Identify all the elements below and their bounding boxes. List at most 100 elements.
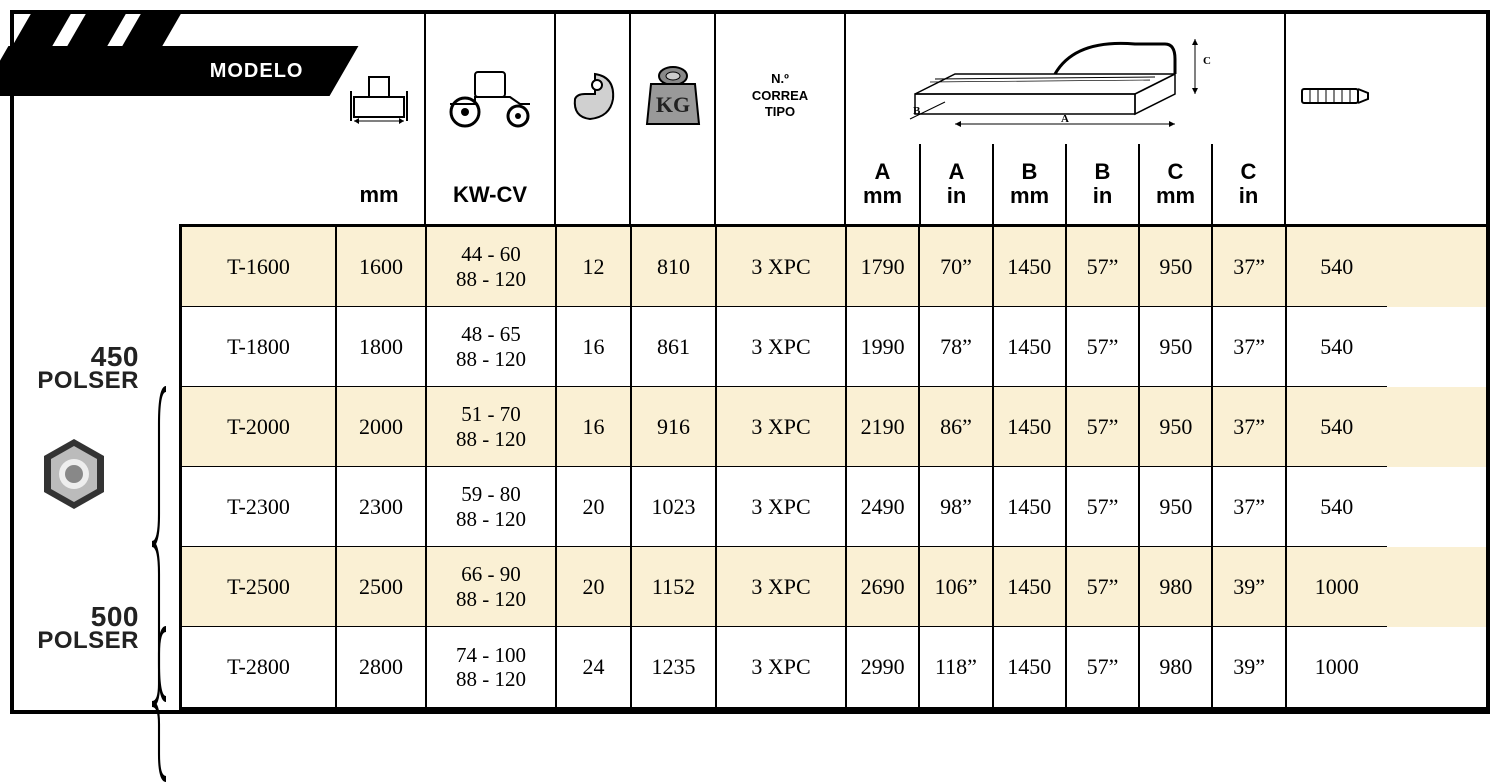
col-header-correa: N.º CORREA TIPO (714, 14, 844, 224)
cell-B-mm: 1450 (994, 227, 1067, 307)
cell-kw: 44 - 6088 - 120 (427, 227, 557, 307)
cell-A-mm: 2690 (847, 547, 920, 627)
cell-kg: 810 (632, 227, 717, 307)
cell-mm: 1800 (337, 307, 427, 387)
table-row: T-2300230059 - 8088 - 1202010233 XPC2490… (182, 467, 1486, 547)
table-body-wrap: 450 POLSER 500 POLSER (14, 224, 1486, 710)
mm-label: mm (359, 178, 398, 216)
cell-C-in: 37” (1213, 387, 1286, 467)
cell-pto: 540 (1287, 307, 1387, 387)
cell-mm: 2500 (337, 547, 427, 627)
cell-B-mm: 1450 (994, 547, 1067, 627)
cell-B-in: 57” (1067, 227, 1140, 307)
cell-kw: 66 - 9088 - 120 (427, 547, 557, 627)
cell-hammers: 16 (557, 387, 632, 467)
data-table: T-1600160044 - 6088 - 120128103 XPC17907… (179, 224, 1486, 710)
diagram-A: A (1061, 113, 1069, 125)
cell-A-in: 106” (920, 547, 993, 627)
tractor-icon (426, 14, 554, 178)
cell-correa: 3 XPC (717, 307, 847, 387)
col-header-weight: KG (629, 14, 714, 224)
col-header-width: mm (334, 14, 424, 224)
series-450-label: 450 POLSER (37, 344, 139, 391)
cell-hammers: 24 (557, 627, 632, 707)
series-sidebar: 450 POLSER 500 POLSER (14, 224, 179, 710)
cell-C-in: 37” (1213, 307, 1286, 387)
cell-C-in: 37” (1213, 227, 1286, 307)
cell-kg: 1235 (632, 627, 717, 707)
cell-kg: 1023 (632, 467, 717, 547)
cell-pto: 1000 (1287, 547, 1387, 627)
kg-label (669, 178, 675, 216)
correa-l2: CORREA (752, 88, 808, 105)
cell-A-mm: 1790 (847, 227, 920, 307)
cell-C-mm: 950 (1140, 307, 1213, 387)
cell-B-in: 57” (1067, 547, 1140, 627)
pto-label (1332, 178, 1338, 216)
sub-A-in: Ain (919, 144, 992, 224)
cell-pto: 540 (1287, 387, 1387, 467)
cell-kg: 861 (632, 307, 717, 387)
cell-C-mm: 980 (1140, 547, 1213, 627)
cell-pto: 540 (1287, 467, 1387, 547)
kw-cv-label: KW-CV (453, 178, 527, 216)
cell-B-mm: 1450 (994, 627, 1067, 707)
cell-kg: 1152 (632, 547, 717, 627)
cell-B-in: 57” (1067, 467, 1140, 547)
sub-B-mm: Bmm (992, 144, 1065, 224)
cell-model: T-1600 (182, 227, 337, 307)
sub-C-in: Cin (1211, 144, 1284, 224)
cell-mm: 1600 (337, 227, 427, 307)
table-row: T-1600160044 - 6088 - 120128103 XPC17907… (182, 227, 1486, 307)
cell-A-in: 98” (920, 467, 993, 547)
cell-A-mm: 2190 (847, 387, 920, 467)
cell-hammers: 16 (557, 307, 632, 387)
cell-model: T-2300 (182, 467, 337, 547)
table-header: MODELO mm (14, 14, 1486, 224)
cell-C-mm: 950 (1140, 227, 1213, 307)
cell-A-in: 70” (920, 227, 993, 307)
series-500-label: 500 POLSER (37, 604, 139, 651)
table-row: T-2800280074 - 10088 - 1202412353 XPC299… (182, 627, 1486, 707)
hammer-icon (556, 14, 629, 178)
cell-hammers: 20 (557, 467, 632, 547)
cell-model: T-2800 (182, 627, 337, 707)
cell-kw: 74 - 10088 - 120 (427, 627, 557, 707)
col-header-dimensions: A B C Amm Ain Bmm Bin (844, 14, 1284, 224)
table-row: T-2500250066 - 9088 - 1202011523 XPC2690… (182, 547, 1486, 627)
pto-shaft-icon (1286, 14, 1384, 178)
correa-unit (777, 178, 783, 216)
col-header-pto (1284, 14, 1384, 224)
nut-icon (34, 434, 114, 514)
cell-model: T-2000 (182, 387, 337, 467)
cell-A-mm: 2990 (847, 627, 920, 707)
cell-A-in: 78” (920, 307, 993, 387)
col-header-hammers (554, 14, 629, 224)
cell-pto: 1000 (1287, 627, 1387, 707)
cell-A-mm: 2490 (847, 467, 920, 547)
table-row: T-2000200051 - 7088 - 120169163 XPC21908… (182, 387, 1486, 467)
correa-l1: N.º (771, 71, 789, 88)
cell-correa: 3 XPC (717, 547, 847, 627)
hammers-label (589, 178, 595, 216)
cell-model: T-2500 (182, 547, 337, 627)
modelo-header-band: MODELO (0, 46, 358, 96)
cell-mm: 2300 (337, 467, 427, 547)
width-icon (334, 14, 424, 178)
cell-C-in: 39” (1213, 627, 1286, 707)
cell-B-mm: 1450 (994, 387, 1067, 467)
cell-pto: 540 (1287, 227, 1387, 307)
sub-C-mm: Cmm (1138, 144, 1211, 224)
correa-l3: TIPO (765, 104, 795, 121)
cell-mm: 2000 (337, 387, 427, 467)
svg-text:KG: KG (655, 92, 689, 117)
header-columns: mm KW-CV (334, 14, 1486, 224)
cell-B-in: 57” (1067, 627, 1140, 707)
cell-C-in: 37” (1213, 467, 1286, 547)
spec-table-frame: MODELO mm (10, 10, 1490, 714)
cell-A-in: 86” (920, 387, 993, 467)
cell-correa: 3 XPC (717, 387, 847, 467)
cell-A-in: 118” (920, 627, 993, 707)
cell-B-mm: 1450 (994, 467, 1067, 547)
cell-C-mm: 950 (1140, 387, 1213, 467)
